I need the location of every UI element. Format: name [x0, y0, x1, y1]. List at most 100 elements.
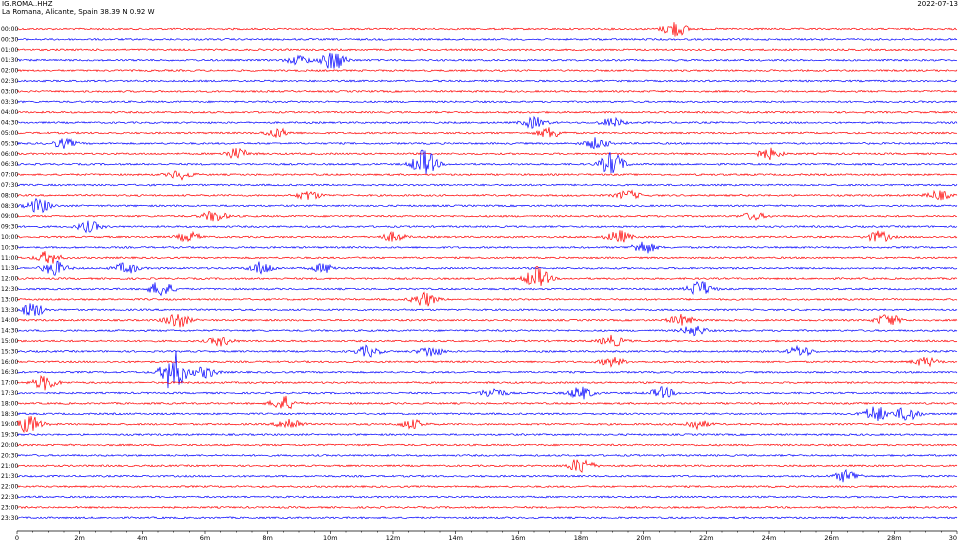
x-tick-label: 14m	[448, 534, 463, 540]
row-label: 02:00	[1, 68, 18, 75]
row-label: 13:30	[1, 307, 18, 314]
x-tick-label: 8m	[262, 534, 272, 540]
x-tick-label: 0	[15, 534, 19, 540]
x-tick-label: 28m	[887, 534, 902, 540]
trace-row-2230	[16, 495, 958, 499]
row-label: 18:00	[1, 400, 18, 407]
trace-row-0230	[16, 79, 958, 83]
x-tick-label: 20m	[636, 534, 651, 540]
x-tick-label: 18m	[574, 534, 589, 540]
row-label: 23:00	[1, 504, 18, 511]
row-label: 10:30	[1, 244, 18, 251]
trace-row-1700	[16, 375, 958, 391]
row-label: 01:00	[1, 47, 18, 54]
row-label: 04:00	[1, 109, 18, 116]
row-label: 15:00	[1, 338, 18, 345]
row-label: 21:00	[1, 463, 18, 470]
trace-row-0830	[16, 197, 958, 214]
x-axis: 0 2m 4m 6m 8m 10m 12m 14m 16m 18m 20m 22m 24m 26m 28m 3…	[15, 530, 958, 540]
trace-row-1200	[16, 266, 958, 286]
x-tick-label: 16m	[511, 534, 526, 540]
x-tick-label: 10m	[323, 534, 338, 540]
trace-row-2030	[16, 453, 958, 457]
plot-date: 2022-07-13	[917, 0, 958, 8]
x-tick-label: 12m	[386, 534, 401, 540]
row-label: 07:00	[1, 172, 18, 179]
row-label: 08:00	[1, 192, 18, 199]
x-tick-label: 24m	[762, 534, 777, 540]
row-label: 22:00	[1, 484, 18, 491]
trace-row-1030	[16, 241, 958, 254]
row-label: 03:30	[1, 99, 18, 106]
trace-row-0100	[16, 48, 958, 52]
trace-group	[16, 22, 958, 520]
trace-row-1100	[16, 251, 958, 264]
trace-row-1500	[16, 334, 958, 347]
x-tick-label: 26m	[824, 534, 839, 540]
row-label: 16:30	[1, 369, 18, 376]
row-label: 18:30	[1, 411, 18, 418]
row-label: 02:30	[1, 78, 18, 85]
row-label: 11:30	[1, 265, 18, 272]
trace-row-1630	[16, 351, 958, 389]
row-label: 23:30	[1, 515, 18, 522]
trace-row-1600	[16, 356, 958, 368]
station-title: IG.ROMA..HHZ	[2, 0, 53, 8]
trace-row-1330	[16, 303, 958, 316]
trace-row-1000	[16, 230, 958, 243]
trace-row-2100	[16, 459, 958, 473]
row-label: 06:00	[1, 151, 18, 158]
row-label: 21:30	[1, 473, 18, 480]
trace-row-1300	[16, 291, 958, 307]
row-label: 19:00	[1, 421, 18, 428]
row-label: 17:30	[1, 390, 18, 397]
row-label: 03:00	[1, 88, 18, 95]
trace-row-1830	[16, 406, 958, 422]
trace-row-1930	[16, 433, 958, 437]
row-label: 12:00	[1, 276, 18, 283]
trace-row-1430	[16, 325, 958, 337]
trace-row-0930	[16, 220, 958, 234]
trace-row-0600	[16, 147, 958, 161]
trace-row-0730	[16, 183, 958, 187]
row-label: 17:00	[1, 380, 18, 387]
trace-row-0700	[16, 170, 958, 181]
station-location: La Romana, Alicante, Spain 38.39 N 0.92 …	[2, 8, 155, 16]
trace-row-1900	[16, 416, 958, 434]
trace-row-1730	[16, 386, 958, 400]
row-label: 13:00	[1, 296, 18, 303]
trace-row-1400	[16, 313, 958, 328]
row-label: 10:00	[1, 234, 18, 241]
row-label: 00:00	[1, 26, 18, 33]
row-label: 15:30	[1, 348, 18, 355]
trace-row-0530	[16, 137, 958, 150]
trace-row-1130	[16, 260, 958, 276]
trace-row-0500	[16, 127, 958, 138]
x-tick-label: 2m	[74, 534, 84, 540]
row-label: 20:00	[1, 442, 18, 449]
trace-row-0330	[16, 100, 958, 104]
row-label: 16:00	[1, 359, 18, 366]
row-label-group: 00:00 00:30 01:00 01:30 02:00 02:30 03:00 03:30…	[1, 26, 18, 522]
trace-row-1530	[16, 344, 958, 358]
trace-row-2330	[16, 516, 958, 520]
trace-row-0900	[16, 210, 958, 222]
x-tick-label: 30	[949, 534, 957, 540]
row-label: 09:30	[1, 224, 18, 231]
row-label: 11:00	[1, 255, 18, 262]
row-label: 14:00	[1, 317, 18, 324]
trace-row-0000	[16, 22, 958, 37]
row-label: 19:30	[1, 432, 18, 439]
trace-row-2130	[16, 468, 958, 483]
trace-row-1800	[16, 395, 958, 410]
row-label: 06:30	[1, 161, 18, 168]
trace-row-0430	[16, 115, 958, 129]
row-label: 07:30	[1, 182, 18, 189]
x-tick-label: 22m	[699, 534, 714, 540]
x-tick-label: 6m	[200, 534, 210, 540]
trace-row-0400	[16, 110, 958, 114]
row-label: 01:30	[1, 57, 18, 64]
trace-row-1230	[16, 281, 958, 297]
row-label: 14:30	[1, 328, 18, 335]
